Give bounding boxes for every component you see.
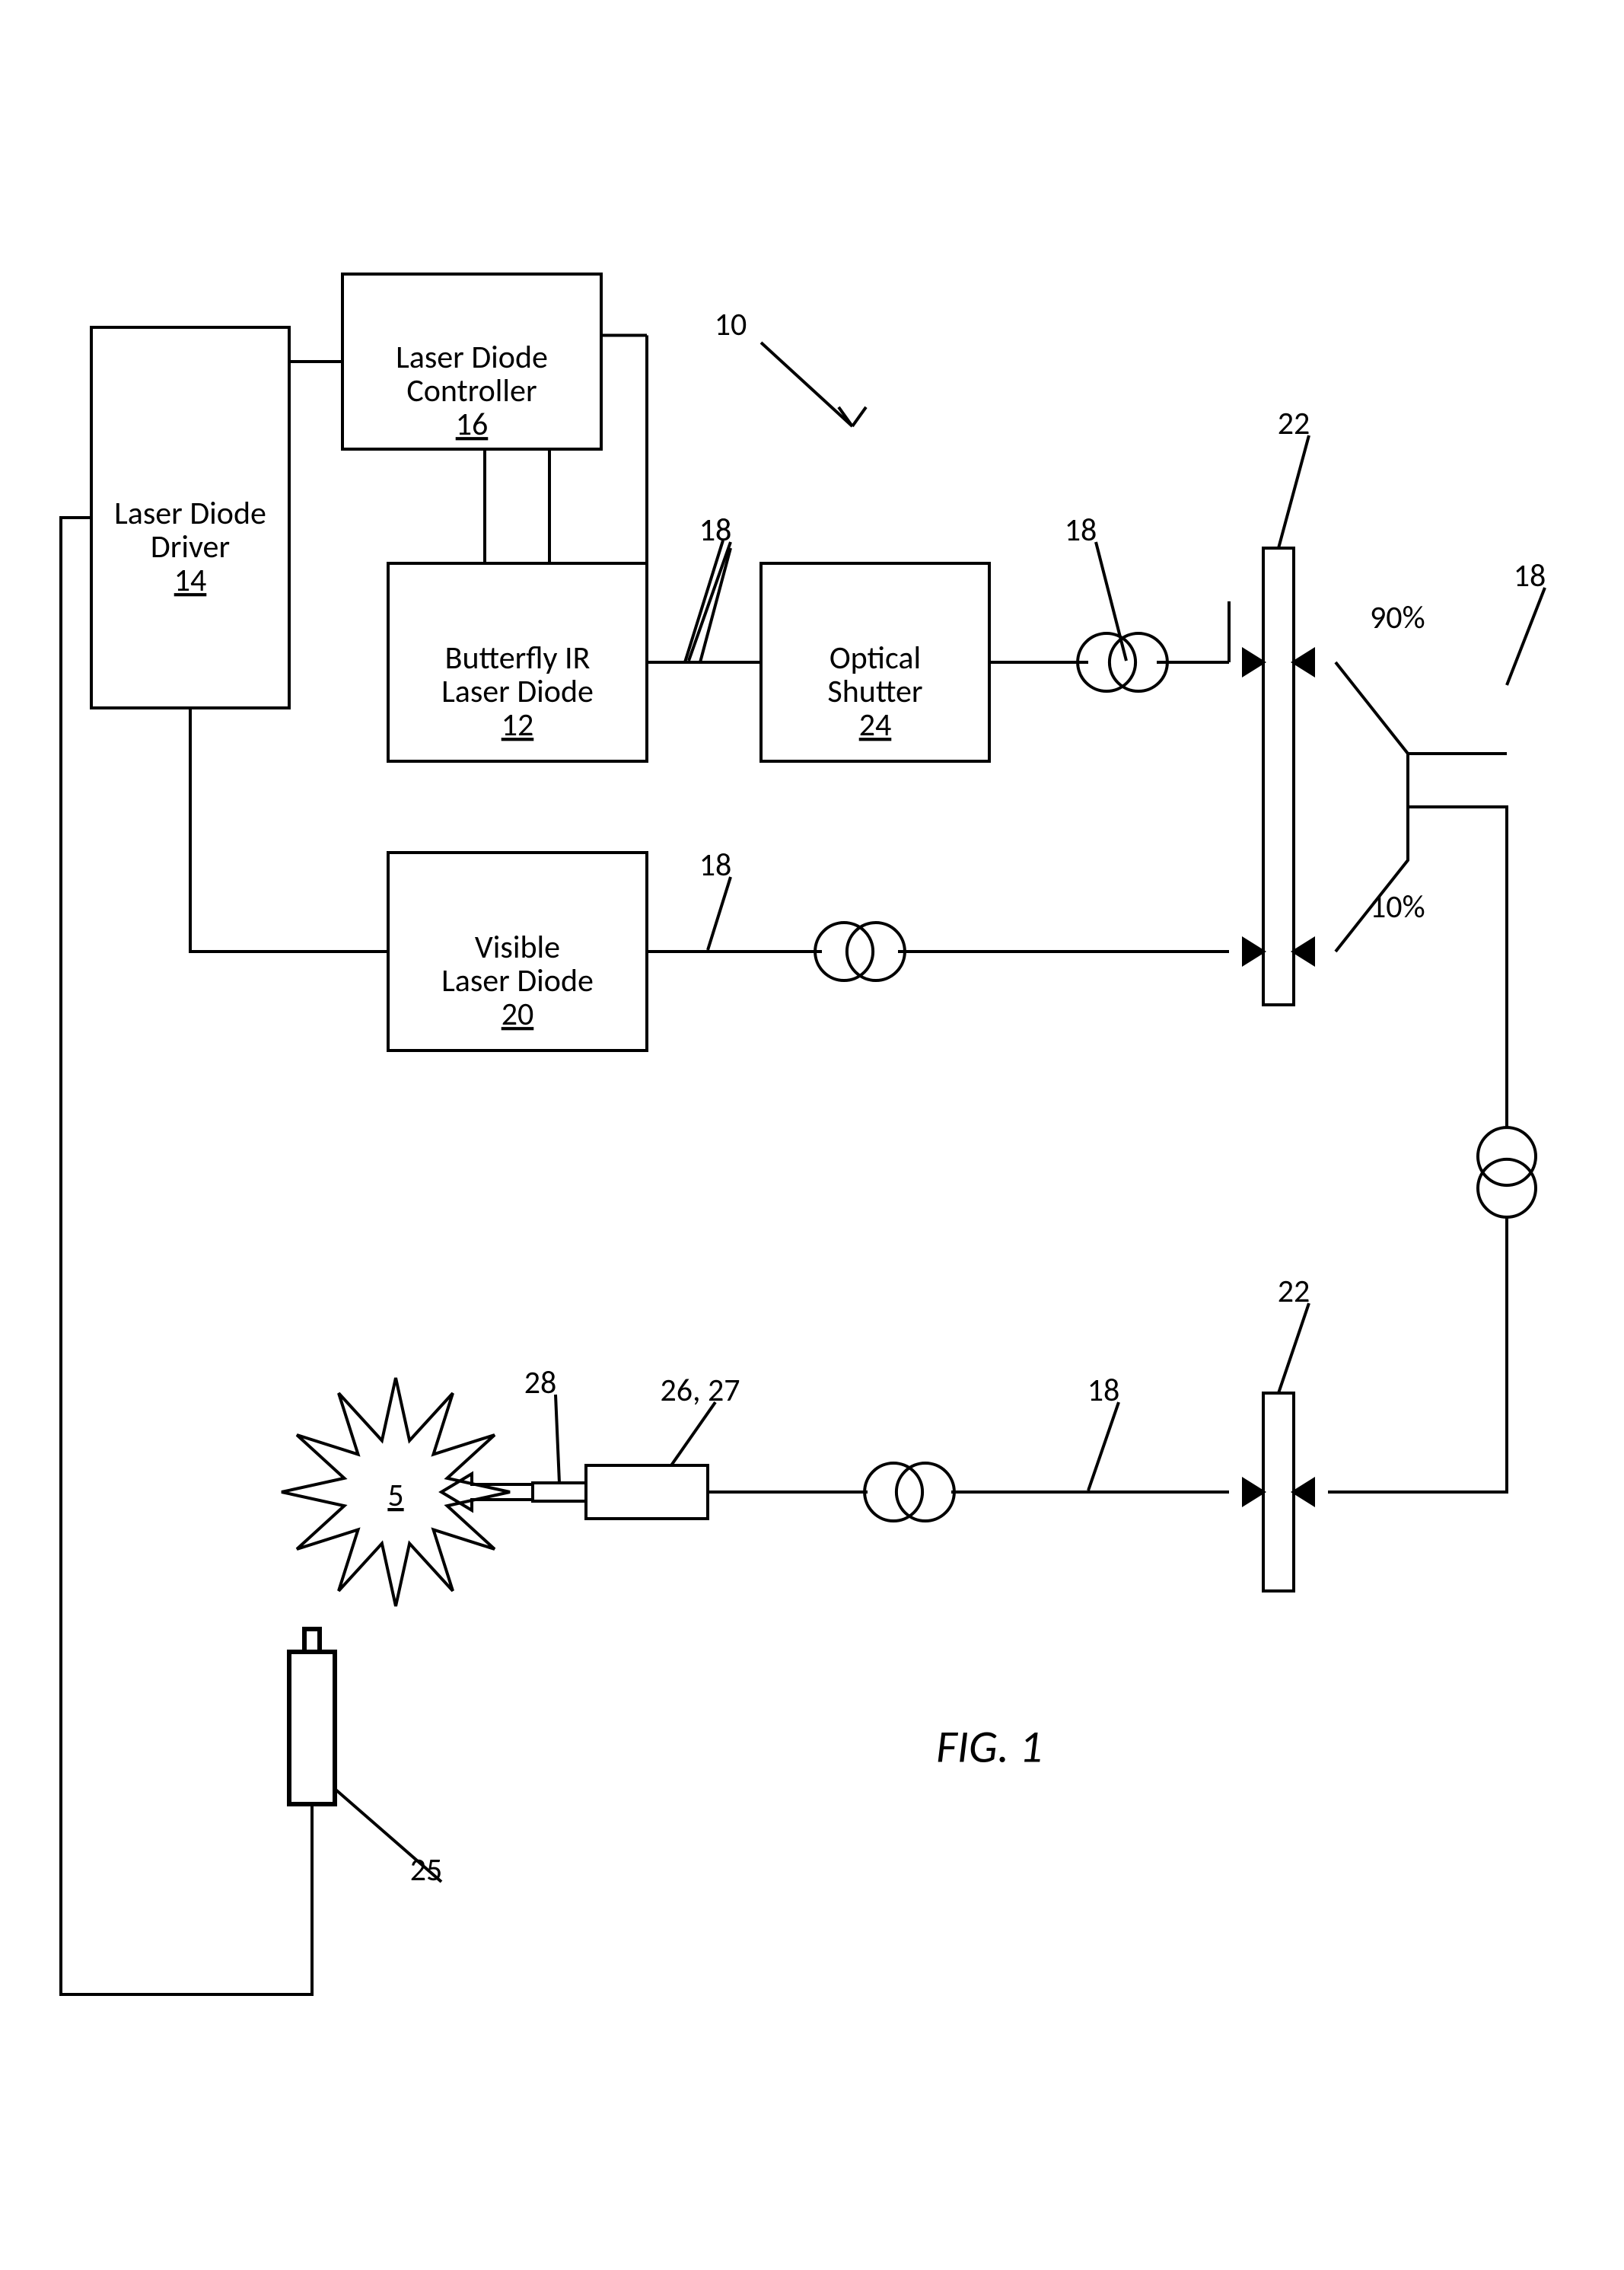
svg-text:28: 28 (524, 1363, 557, 1402)
svg-text:90%: 90% (1370, 598, 1425, 637)
svg-text:12: 12 (502, 706, 534, 744)
svg-text:16: 16 (456, 405, 489, 444)
svg-text:14: 14 (174, 561, 207, 600)
svg-text:26, 27: 26, 27 (660, 1371, 740, 1410)
svg-text:22: 22 (1278, 404, 1310, 443)
svg-text:18: 18 (1065, 511, 1097, 550)
svg-text:20: 20 (502, 995, 534, 1034)
svg-text:24: 24 (859, 706, 892, 744)
svg-text:5: 5 (387, 1476, 403, 1515)
svg-text:18: 18 (699, 846, 732, 885)
svg-text:FIG. 1: FIG. 1 (936, 1719, 1043, 1774)
svg-text:18: 18 (1087, 1371, 1120, 1410)
svg-text:22: 22 (1278, 1272, 1310, 1311)
svg-text:10: 10 (715, 305, 747, 344)
svg-text:18: 18 (1514, 556, 1546, 595)
svg-text:10%: 10% (1370, 888, 1425, 926)
svg-text:18: 18 (699, 511, 732, 550)
